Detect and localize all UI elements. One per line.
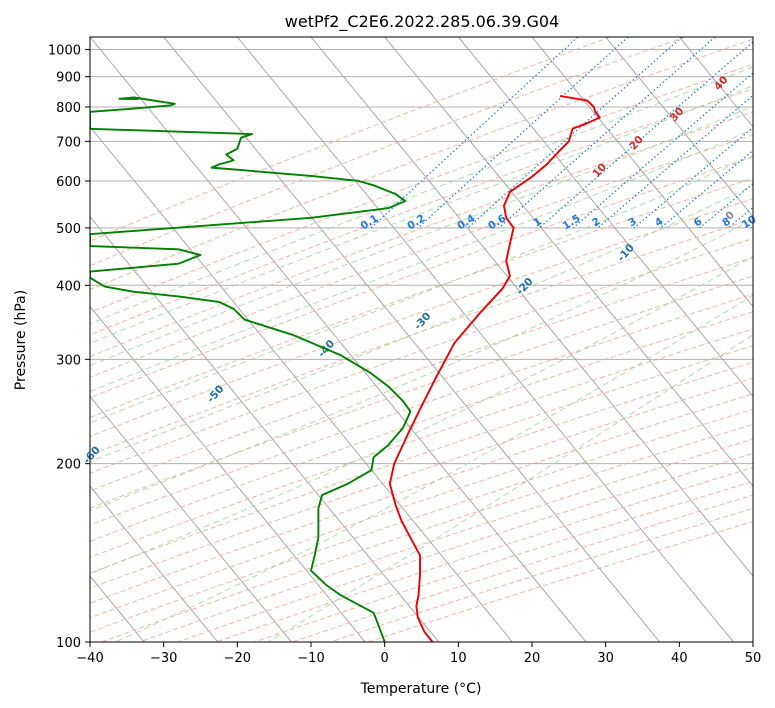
moist-adiabat — [90, 155, 753, 424]
dry-adiabat — [177, 452, 753, 642]
mixing-ratio-line — [633, 126, 753, 229]
isotherm-label: -60 — [81, 444, 103, 466]
x-tick-label: −30 — [150, 651, 177, 666]
mixing-ratio-label: 0.1 — [358, 212, 380, 232]
x-tick-label: 30 — [597, 651, 614, 666]
dry-adiabat — [90, 408, 753, 633]
dry-adiabat — [90, 275, 753, 509]
dry-adiabat — [90, 111, 753, 358]
dry-adiabat — [101, 423, 753, 642]
y-tick-label: 500 — [56, 222, 81, 237]
dry-adiabat — [90, 237, 753, 474]
isotherm-line — [90, 305, 366, 642]
isotherm-line — [457, 37, 753, 398]
dry-adiabat — [90, 156, 753, 399]
y-tick-label: 700 — [56, 135, 81, 150]
dry-adiabat — [90, 37, 686, 267]
mixing-ratio-label: 3 — [626, 215, 639, 229]
y-tick-label: 400 — [56, 279, 81, 294]
moist-adiabat — [115, 294, 753, 642]
moist-adiabat — [90, 66, 753, 325]
x-tick-label: 40 — [671, 651, 688, 666]
y-tick-label: 100 — [56, 636, 81, 651]
isotherm-line — [236, 37, 734, 642]
dry-adiabat — [90, 198, 753, 438]
isotherm-line — [163, 37, 661, 642]
moist-adiabat — [267, 334, 753, 642]
dry-adiabat — [253, 480, 753, 642]
x-tick-label: −20 — [224, 651, 251, 666]
dry-adiabat — [90, 177, 753, 418]
mixing-ratio-label: 4 — [653, 215, 666, 229]
isotherm-line — [678, 37, 753, 128]
x-axis: −40 −30 −20 −10 0 10 20 30 40 50 — [76, 642, 761, 666]
mixing-ratio-line — [370, 37, 579, 229]
mixing-ratio-line — [467, 37, 683, 229]
dry-adiabat — [90, 218, 753, 456]
mixing-ratio-line — [417, 37, 629, 229]
isotherm-line — [752, 37, 753, 38]
mixing-ratio-line — [498, 37, 716, 229]
dry-adiabat-label: 30 — [668, 105, 687, 124]
mixing-ratio-label: 1.5 — [560, 212, 582, 232]
isotherm-line — [90, 37, 587, 642]
x-tick-label: 10 — [450, 651, 467, 666]
mixing-ratio-line — [660, 149, 753, 229]
isotherm-line — [605, 37, 753, 218]
x-tick-label: 20 — [524, 651, 541, 666]
isotherm-line — [90, 126, 513, 642]
dry-adiabat — [90, 88, 753, 336]
moist-adiabat — [90, 85, 753, 344]
y-tick-label: 900 — [56, 71, 81, 86]
moist-adiabat — [90, 255, 753, 575]
y-tick-label: 300 — [56, 353, 81, 368]
dry-adiabat — [90, 361, 753, 589]
mixing-ratio-line — [699, 182, 753, 229]
dry-adiabat — [90, 328, 753, 558]
plot-frame — [89, 36, 754, 643]
y-axis-title: Pressure (hPa) — [13, 290, 29, 390]
y-tick-label: 200 — [56, 458, 81, 473]
x-tick-label: −10 — [297, 651, 324, 666]
series-layer — [90, 95, 601, 642]
dry-adiabat — [215, 467, 753, 642]
mixing-ratio-label: 1 — [532, 215, 545, 229]
mixing-ratio-label: 2 — [590, 215, 603, 229]
isotherm-line — [384, 37, 753, 487]
dry-adiabat — [330, 507, 753, 642]
y-axis: 100 200 300 400 500 600 700 800 900 1000 — [48, 44, 90, 651]
dry-adiabat — [90, 311, 753, 542]
dry-adiabat — [90, 63, 753, 314]
x-axis-title: Temperature (°C) — [360, 681, 482, 697]
line-label-layer: 0.10.20.40.611.52346810-100-90-80-70-60-… — [81, 74, 759, 466]
dewpoint-profile — [90, 96, 412, 642]
isotherm-label: -50 — [205, 383, 227, 405]
mixing-ratio-label: 0.2 — [405, 212, 427, 232]
dry-adiabat — [90, 134, 753, 378]
isotherm-line — [90, 215, 440, 642]
y-tick-label: 600 — [56, 175, 81, 190]
chart-title: wetPf2_C2E6.2022.285.06.39.G04 — [285, 12, 559, 32]
dry-adiabat — [90, 345, 753, 574]
isotherm-line — [90, 395, 292, 642]
y-tick-label: 800 — [56, 101, 81, 116]
mixing-ratio-line — [538, 41, 753, 229]
isotherm-line — [531, 37, 753, 308]
dry-adiabat — [90, 38, 753, 291]
mixing-ratio-line — [750, 225, 753, 229]
x-tick-label: −40 — [76, 651, 103, 666]
isotherm-line — [0, 37, 70, 642]
x-tick-label: 0 — [381, 651, 389, 666]
isotherm-label: -10 — [615, 242, 637, 264]
dry-adiabat-label: 10 — [590, 161, 609, 180]
isotherm-line — [90, 485, 219, 642]
x-tick-label: 50 — [745, 651, 762, 666]
temperature-profile — [388, 95, 601, 642]
mixing-ratio-label: 6 — [692, 215, 705, 229]
isotherm-label: -30 — [412, 310, 434, 332]
mixing-ratio-line — [572, 72, 753, 229]
y-tick-label: 1000 — [48, 44, 81, 59]
grid-layer — [0, 37, 753, 642]
